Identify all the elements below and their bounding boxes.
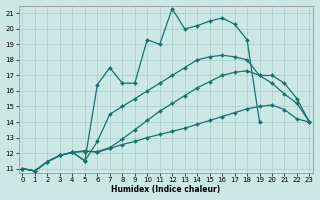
- X-axis label: Humidex (Indice chaleur): Humidex (Indice chaleur): [111, 185, 220, 194]
